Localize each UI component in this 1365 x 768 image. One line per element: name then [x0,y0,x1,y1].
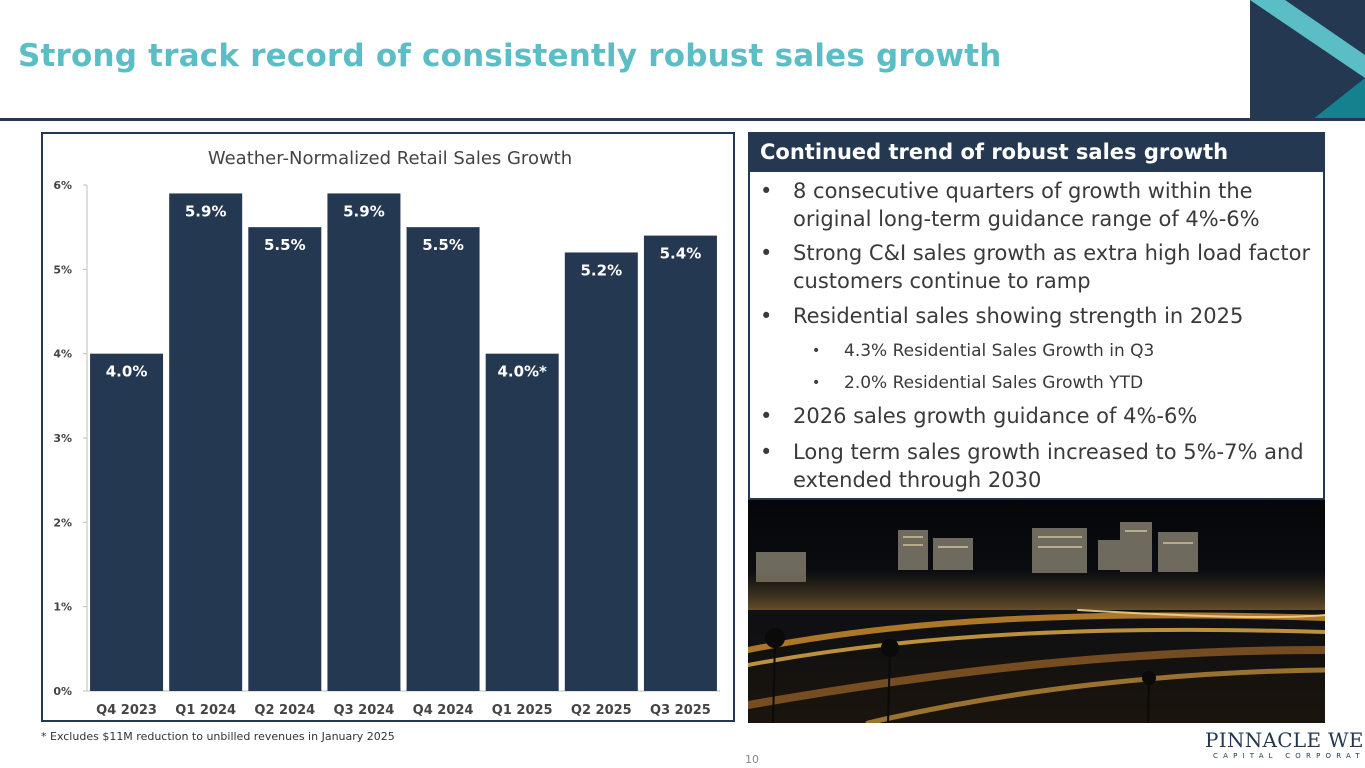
data-label: 5.9% [343,202,385,220]
y-tick-label: 1% [53,601,72,614]
bar-q3-2024 [327,193,401,691]
company-logo: PINNACLE WEST CAPITAL CORPORATION [1205,728,1365,764]
bar-q1-2024 [169,193,243,691]
bullet-icon: • [812,375,821,391]
x-tick-label: Q3 2025 [650,703,711,718]
y-tick-label: 5% [53,263,72,276]
data-label: 5.4% [660,245,702,263]
page-title: Strong track record of consistently robu… [18,38,1002,74]
y-tick-label: 0% [53,685,72,698]
y-tick-label: 4% [53,348,72,361]
bullet-icon: • [760,179,773,203]
data-label: 5.5% [422,236,464,254]
chart-panel: Weather-Normalized Retail Sales Growth 0… [41,132,735,722]
data-label: 5.5% [264,236,306,254]
header-rule [0,118,1365,121]
x-tick-label: Q2 2024 [254,703,315,718]
data-label: 5.2% [581,261,623,279]
city-night-photo [748,500,1325,723]
data-label: 4.0% [106,363,148,381]
bar-q2-2024 [248,227,322,691]
y-tick-label: 3% [53,432,72,445]
logo-subtitle: CAPITAL CORPORATION [1213,752,1365,760]
x-axis: Q4 2023 Q1 2024 Q2 2024 Q3 2024 Q4 2024 Q1 20… [96,703,711,718]
corner-decoration [1250,0,1365,120]
bar-q4-2023 [90,353,164,691]
bullet-icon: • [760,304,773,328]
panel-header: Continued trend of robust sales growth [748,132,1325,172]
bullet-icon: • [812,343,821,359]
city-night-image [748,500,1325,723]
page-number: 10 [745,753,759,766]
bar-q2-2025 [564,252,638,691]
data-label: 5.9% [185,202,227,220]
bar-q1-2025 [485,353,559,691]
bullet-icon: • [760,440,773,464]
y-tick-label: 2% [53,516,72,529]
bar-q4-2024 [406,227,480,691]
bar-chart: Weather-Normalized Retail Sales Growth 0… [53,148,720,718]
x-tick-label: Q2 2025 [571,703,632,718]
logo-wordmark: PINNACLE WEST [1205,728,1365,752]
bar-series: 4.0% 5.9% 5.5% 5.9% 5.5% 4.0%* 5.2% 5.4% [90,193,717,691]
bullet-icon: • [760,404,773,428]
bullet-icon: • [760,241,773,265]
data-label: 4.0%* [497,363,547,381]
bullet-list: • 8 consecutive quarters of growth within… [748,172,1325,500]
footnote: * Excludes $11M reduction to unbilled re… [41,730,395,743]
bar-q3-2025 [643,235,717,691]
x-tick-label: Q1 2024 [175,703,236,718]
chart-title: Weather-Normalized Retail Sales Growth [208,148,572,169]
x-tick-label: Q3 2024 [334,703,395,718]
y-tick-label: 6% [53,179,72,192]
x-tick-label: Q4 2024 [413,703,474,718]
x-tick-label: Q1 2025 [492,703,553,718]
x-tick-label: Q4 2023 [96,703,157,718]
